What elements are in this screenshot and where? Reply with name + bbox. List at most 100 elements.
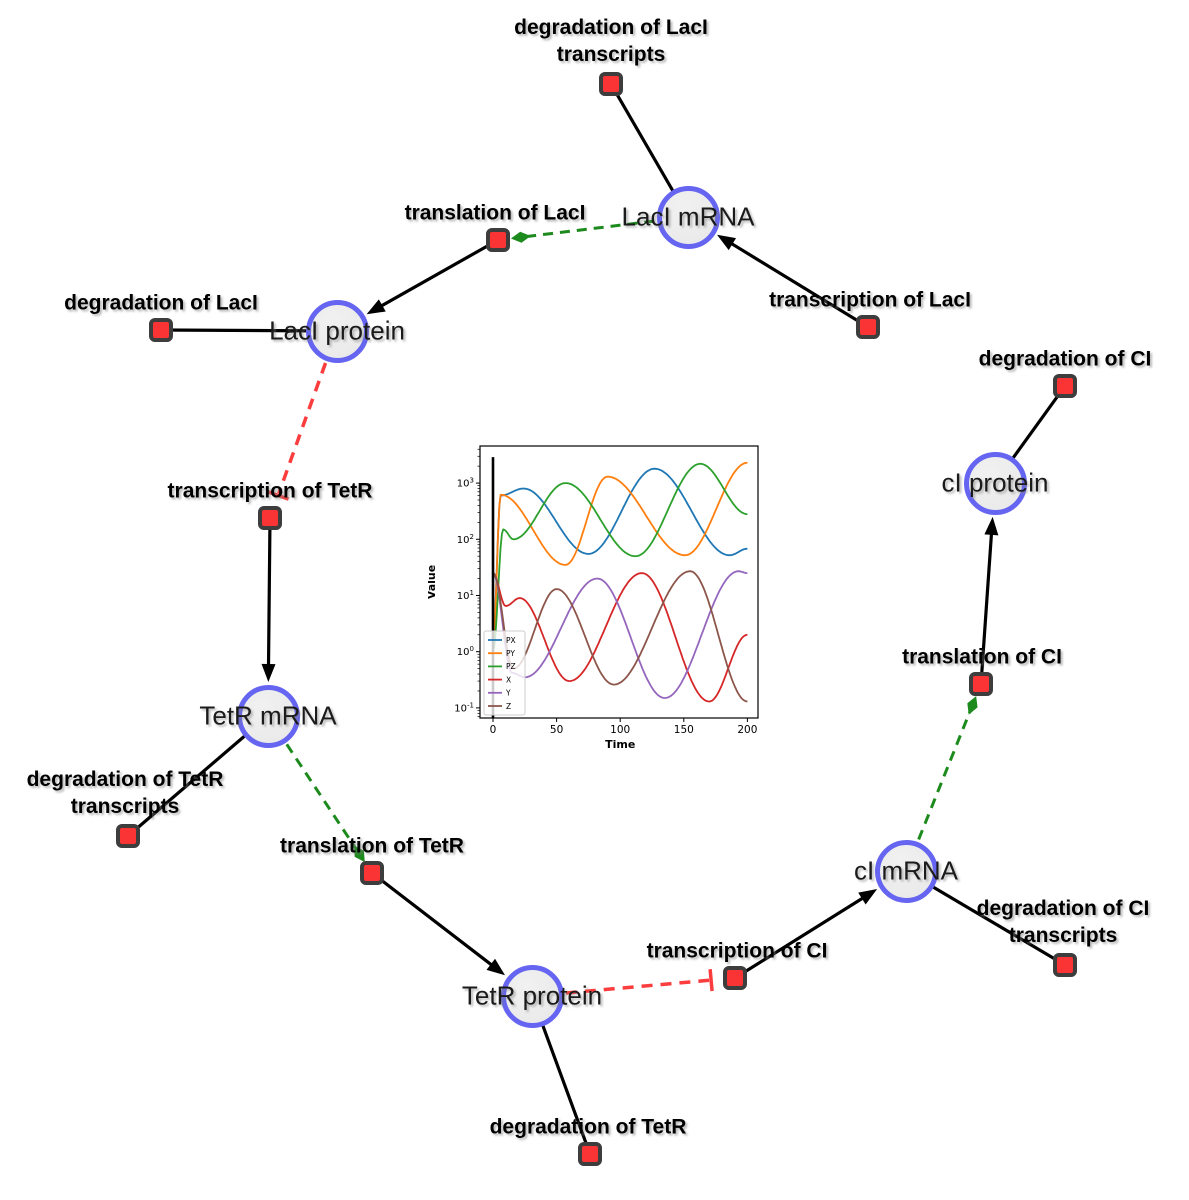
legend-label-PX: PX (506, 636, 516, 645)
species-label-tetr_protein: TetR protein (461, 980, 603, 1011)
reaction-label-deg_ci: degradation of CI (979, 346, 1152, 373)
reaction-label-deg_laci_transcripts: degradation of LacI transcripts (514, 14, 708, 68)
reaction-node-deg_ci[interactable] (1053, 374, 1077, 398)
y-axis-tick-label: 10-1 (454, 701, 474, 714)
edge-transcription_laci-to-laci_mrna-arrowhead (717, 234, 737, 251)
reaction-label-line: transcription of CI (646, 939, 828, 963)
reaction-label-line: degradation of CI (978, 347, 1152, 371)
edge-transcription_laci-to-laci_mrna (724, 238, 869, 329)
edge-tetr_protein-to-transcription_ci (565, 978, 710, 995)
reaction-label-deg_tetr: degradation of TetR (490, 1114, 687, 1141)
edge-transcription_tetr-to-tetr_mrna-arrowhead (261, 663, 276, 683)
reaction-label-transcription_ci: transcription of CI (647, 938, 828, 965)
species-node-tetr_mrna[interactable] (236, 684, 300, 748)
edge-translation_laci-to-laci_protein (374, 238, 499, 311)
series-PY-line (492, 461, 748, 648)
species-node-ci_protein[interactable] (963, 451, 1027, 515)
reaction-label-translation_ci: translation of CI (902, 644, 1062, 671)
edge-translation_tetr-to-tetr_protein-arrowhead (486, 958, 506, 976)
legend-label-X: X (506, 675, 511, 684)
species-label-ci_mrna: cI mRNA (854, 855, 958, 886)
reaction-label-line: transcripts (70, 795, 180, 818)
species-label-ci_protein: cI protein (941, 467, 1049, 498)
species-label-laci_mrna: LacI mRNA (621, 201, 755, 232)
x-axis-tick-label: 150 (674, 724, 694, 736)
edge-laci_protein-to-transcription_tetr-tbar (267, 490, 290, 501)
edge-translation_laci-to-laci_protein-arrowhead (366, 299, 386, 315)
reaction-label-line: degradation of TetR (489, 1115, 687, 1139)
reaction-node-transcription_laci[interactable] (856, 315, 880, 339)
edge-laci_mrna-to-translation_laci-diamond (510, 231, 531, 243)
species-label-tetr_mrna: TetR mRNA (199, 700, 337, 731)
reaction-label-line: translation of TetR (280, 834, 464, 858)
reaction-label-line: translation of CI (902, 645, 1062, 669)
x-axis-tick-label: 100 (610, 724, 630, 736)
series-X-line (492, 572, 748, 703)
y-axis-tick-label: 102 (457, 533, 474, 546)
edge-transcription_ci-to-ci_mrna (734, 892, 870, 980)
reaction-label-line: translation of LacI (404, 201, 586, 225)
series-Y-line (492, 570, 748, 699)
x-axis-tick-label: 0 (490, 724, 497, 736)
reaction-node-deg_tetr[interactable] (578, 1142, 602, 1166)
plot-curves-group (491, 457, 748, 718)
species-node-tetr_protein[interactable] (500, 964, 564, 1028)
reaction-node-deg_ci_transcripts[interactable] (1053, 953, 1077, 977)
reaction-node-translation_laci[interactable] (486, 228, 510, 252)
legend-label-Y: Y (505, 689, 511, 698)
reaction-node-transcription_tetr[interactable] (258, 506, 282, 530)
reaction-label-line: transcription of LacI (769, 288, 971, 312)
y-axis-tick-label: 103 (457, 477, 474, 490)
legend-label-PZ: PZ (506, 662, 516, 671)
edge-transcription_ci-to-ci_mrna-arrowhead (858, 889, 878, 905)
y-axis-tick-label: 100 (457, 645, 474, 658)
y-axis-label: Value (428, 565, 438, 599)
reaction-label-line: degradation of TetR (26, 768, 224, 791)
reaction-node-translation_ci[interactable] (969, 672, 993, 696)
y-axis-tick-label: 101 (457, 589, 474, 602)
edge-tetr_mrna-to-translation_tetr (285, 743, 358, 851)
x-axis-tick-label: 50 (550, 724, 563, 736)
species-node-laci_mrna[interactable] (656, 185, 720, 249)
reaction-node-deg_tetr_transcripts[interactable] (116, 824, 140, 848)
species-label-laci_protein: LacI protein (269, 315, 405, 346)
reaction-label-transcription_laci: transcription of LacI (769, 287, 971, 314)
reaction-label-line: transcription of TetR (167, 479, 373, 503)
edge-laci_protein-to-transcription_tetr (277, 362, 328, 495)
edge-transcription_tetr-to-tetr_mrna (266, 517, 272, 673)
species-node-laci_protein[interactable] (305, 299, 369, 363)
legend-box (483, 630, 526, 716)
edge-translation_tetr-to-tetr_protein (371, 871, 499, 971)
reaction-label-translation_tetr: translation of TetR (280, 833, 464, 860)
reaction-label-line: degradation of LacI (514, 16, 708, 39)
reaction-label-line: transcripts (556, 43, 666, 66)
reaction-node-deg_laci[interactable] (149, 318, 173, 342)
edge-tetr_mrna-to-translation_tetr-diamond (353, 845, 365, 863)
reaction-label-deg_tetr_transcripts: degradation of TetR transcripts (27, 766, 224, 820)
edge-translation_ci-to-ci_protein (979, 526, 994, 685)
reaction-node-deg_laci_transcripts[interactable] (599, 72, 623, 96)
reaction-label-deg_laci: degradation of LacI (64, 290, 258, 317)
reaction-label-line: transcripts (1008, 924, 1118, 947)
reaction-label-line: degradation of CI (976, 897, 1150, 920)
reaction-label-transcription_tetr: transcription of TetR (168, 478, 373, 505)
series-PZ-line (492, 462, 748, 652)
x-axis-tick-label: 200 (737, 724, 757, 736)
edge-tetr_protein-to-transcription_ci-tbar (708, 969, 714, 992)
plot-legend: PX PY PZ XYZ (483, 630, 526, 716)
edge-translation_ci-to-ci_protein-arrowhead (984, 516, 999, 536)
edge-laci_mrna-to-translation_laci (525, 219, 655, 239)
edge-ci_mrna-to-translation_ci-diamond (967, 696, 978, 715)
legend-label-Z: Z (506, 702, 511, 711)
edge-ci_mrna-to-translation_ci (917, 709, 972, 841)
legend-label-PY: PY (506, 649, 515, 658)
x-axis-label: Time (605, 738, 635, 751)
reaction-node-translation_tetr[interactable] (360, 861, 384, 885)
axes-frame (479, 445, 759, 719)
species-node-ci_mrna[interactable] (874, 839, 938, 903)
reaction-node-transcription_ci[interactable] (723, 966, 747, 990)
reaction-label-line: degradation of LacI (64, 291, 258, 315)
reaction-label-translation_laci: translation of LacI (405, 200, 586, 227)
